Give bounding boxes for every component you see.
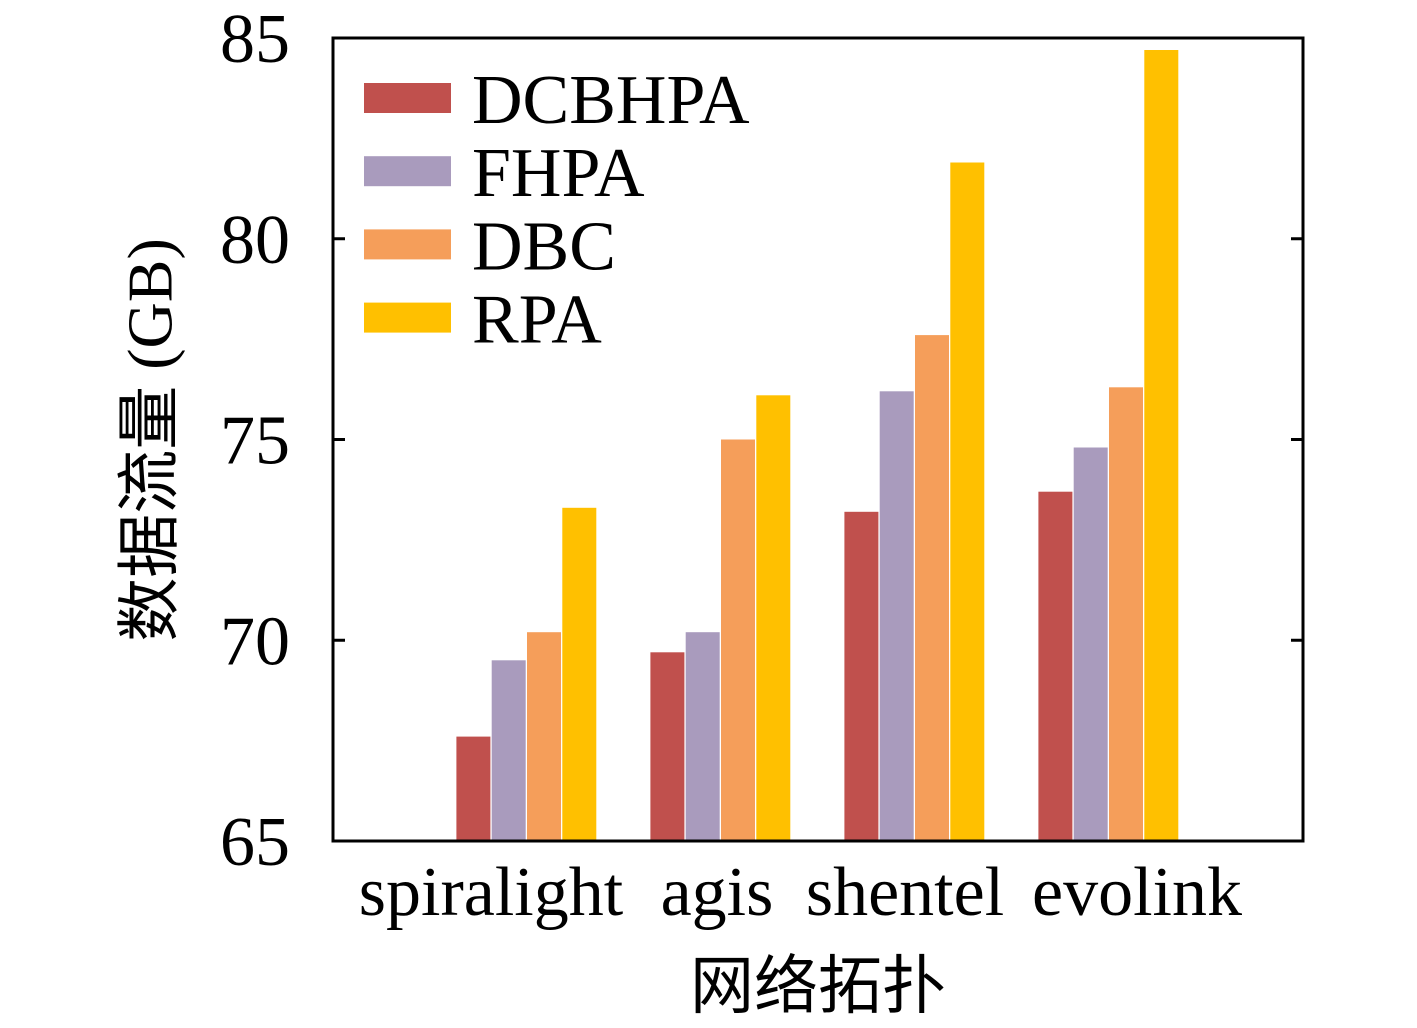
legend-label-fhpa: FHPA — [472, 135, 645, 212]
bar-dbc-evolink — [1109, 387, 1143, 841]
x-tick-label-spiralight: spiralight — [359, 854, 624, 931]
legend-swatch-fhpa — [364, 156, 451, 187]
x-tick-label-shentel: shentel — [806, 854, 1004, 931]
bar-rpa-agis — [756, 395, 791, 841]
y-axis: 65 70 75 80 85 — [220, 1, 1303, 881]
bars-layer — [456, 50, 1179, 841]
legend-label-rpa: RPA — [472, 282, 602, 359]
bar-fhpa-spiralight — [491, 660, 526, 841]
bar-dbc-agis — [721, 439, 755, 841]
bar-dcbhpa-evolink — [1038, 491, 1073, 841]
bar-dcbhpa-spiralight — [456, 736, 491, 841]
y-tick-label: 85 — [220, 1, 290, 78]
bar-fhpa-agis — [685, 632, 720, 841]
x-axis-label: 网络拓扑 — [690, 951, 946, 1022]
legend-label-dbc: DBC — [472, 208, 616, 285]
y-axis-label: 数据流量 (GB) — [115, 238, 186, 642]
bar-dbc-shentel — [915, 335, 949, 841]
x-axis: spiralight agis shentel evolink — [359, 854, 1242, 931]
legend-swatch-dcbhpa — [364, 83, 451, 113]
x-tick-label-evolink: evolink — [1032, 854, 1242, 931]
legend-label-dcbhpa: DCBHPA — [472, 62, 750, 139]
legend-swatch-rpa — [364, 302, 451, 333]
y-tick-label: 65 — [220, 804, 290, 881]
bar-rpa-evolink — [1144, 50, 1179, 841]
y-tick-label: 75 — [220, 403, 290, 480]
x-tick-label-agis: agis — [661, 854, 774, 931]
bar-rpa-spiralight — [562, 507, 597, 841]
legend-swatch-dbc — [364, 229, 451, 260]
bar-fhpa-evolink — [1073, 447, 1108, 841]
bar-dcbhpa-shentel — [844, 511, 879, 841]
bar-dbc-spiralight — [527, 632, 561, 841]
y-tick-label: 70 — [220, 603, 290, 680]
y-tick-label: 80 — [220, 202, 290, 279]
bar-fhpa-shentel — [879, 391, 914, 841]
bar-dcbhpa-agis — [650, 652, 685, 841]
bar-rpa-shentel — [950, 162, 985, 841]
